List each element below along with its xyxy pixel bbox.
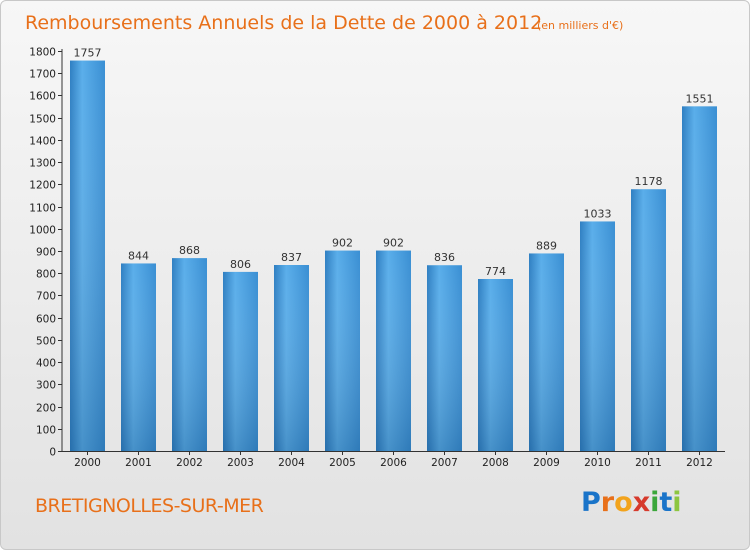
y-tick-label: 400 bbox=[36, 358, 56, 370]
bar-shade-2005 bbox=[325, 250, 360, 451]
bar-value-label: 836 bbox=[434, 251, 455, 264]
y-tick-label: 200 bbox=[36, 403, 56, 415]
y-tick-label: 800 bbox=[36, 269, 56, 281]
y-tick-label: 1500 bbox=[29, 114, 56, 126]
y-tick-label: 300 bbox=[36, 380, 56, 392]
bar-value-label: 837 bbox=[281, 251, 302, 264]
bar-shade-2004 bbox=[274, 265, 309, 451]
brand-letter: i bbox=[672, 487, 682, 518]
x-tick-label: 2008 bbox=[482, 457, 509, 469]
x-tick-label: 2006 bbox=[380, 457, 407, 469]
x-tick-label: 2007 bbox=[431, 457, 458, 469]
brand-letter: t bbox=[659, 487, 673, 518]
bar-value-label: 1178 bbox=[635, 175, 663, 188]
bar-shade-2001 bbox=[121, 263, 156, 451]
brand-letter: o bbox=[614, 487, 633, 518]
brand-letter: r bbox=[600, 487, 615, 518]
y-tick-label: 1800 bbox=[29, 47, 56, 59]
axes: 0 100 200 300 400 500 600 700 800 900 1000 1100 1200… bbox=[29, 47, 725, 469]
y-tick-label: 1400 bbox=[29, 136, 56, 148]
y-tick-label: 100 bbox=[36, 425, 56, 437]
x-tick-label: 2005 bbox=[329, 457, 356, 469]
y-tick-label: 1700 bbox=[29, 69, 56, 81]
bar-shade-2006 bbox=[376, 250, 411, 451]
y-tick-label: 500 bbox=[36, 336, 56, 348]
bar-shade-2003 bbox=[223, 271, 258, 451]
y-tick-label: 1300 bbox=[29, 158, 56, 170]
bar-value-label: 889 bbox=[536, 239, 557, 252]
x-tick-label: 2011 bbox=[635, 457, 662, 469]
chart-unit-note: (en milliers d'€) bbox=[537, 19, 623, 32]
bar-value-label: 1033 bbox=[584, 207, 612, 220]
bar-value-label: 902 bbox=[332, 237, 353, 250]
bars: 1757 844 868 806 837 902 902 836 774 889 1033 1178 1… bbox=[70, 47, 717, 452]
x-tick-label: 2004 bbox=[278, 457, 305, 469]
x-tick-label: 2002 bbox=[176, 457, 203, 469]
bar-value-label: 806 bbox=[230, 258, 251, 271]
y-tick-label: 1000 bbox=[29, 225, 56, 237]
x-tick-label: 2000 bbox=[74, 457, 101, 469]
city-name: BRETIGNOLLES-SUR-MER bbox=[35, 495, 264, 517]
bar-shade-2002 bbox=[172, 258, 207, 451]
x-tick-label: 2010 bbox=[584, 457, 611, 469]
bar-shade-2007 bbox=[427, 265, 462, 451]
x-tick-label: 2012 bbox=[686, 457, 713, 469]
bar-shade-2000 bbox=[70, 60, 105, 452]
y-tick-label: 900 bbox=[36, 247, 56, 259]
bar-shade-2010 bbox=[580, 221, 615, 451]
bar-shade-2009 bbox=[529, 253, 564, 451]
y-tick-label: 700 bbox=[36, 291, 56, 303]
bar-value-label: 1551 bbox=[686, 92, 714, 105]
y-tick-label: 1100 bbox=[29, 203, 56, 215]
bar-value-label: 868 bbox=[179, 244, 200, 257]
bar-value-label: 1757 bbox=[74, 47, 102, 60]
y-tick-label: 1200 bbox=[29, 180, 56, 192]
brand-letter: x bbox=[632, 487, 651, 518]
brand-logo: Proxiti bbox=[581, 487, 682, 518]
brand-letter: i bbox=[650, 487, 660, 518]
bar-value-label: 902 bbox=[383, 237, 404, 250]
y-tick-label: 1600 bbox=[29, 91, 56, 103]
x-tick-label: 2001 bbox=[125, 457, 152, 469]
bar-shade-2011 bbox=[631, 189, 666, 451]
chart-title: Remboursements Annuels de la Dette de 20… bbox=[25, 12, 542, 34]
x-tick-label: 2003 bbox=[227, 457, 254, 469]
y-tick-label: 0 bbox=[49, 447, 56, 459]
brand-letter: P bbox=[581, 487, 601, 518]
y-tick-label: 600 bbox=[36, 314, 56, 326]
bar-shade-2012 bbox=[682, 106, 717, 451]
bar-value-label: 774 bbox=[485, 265, 506, 278]
bar-shade-2008 bbox=[478, 279, 513, 451]
bar-value-label: 844 bbox=[128, 249, 149, 262]
x-tick-label: 2009 bbox=[533, 457, 560, 469]
